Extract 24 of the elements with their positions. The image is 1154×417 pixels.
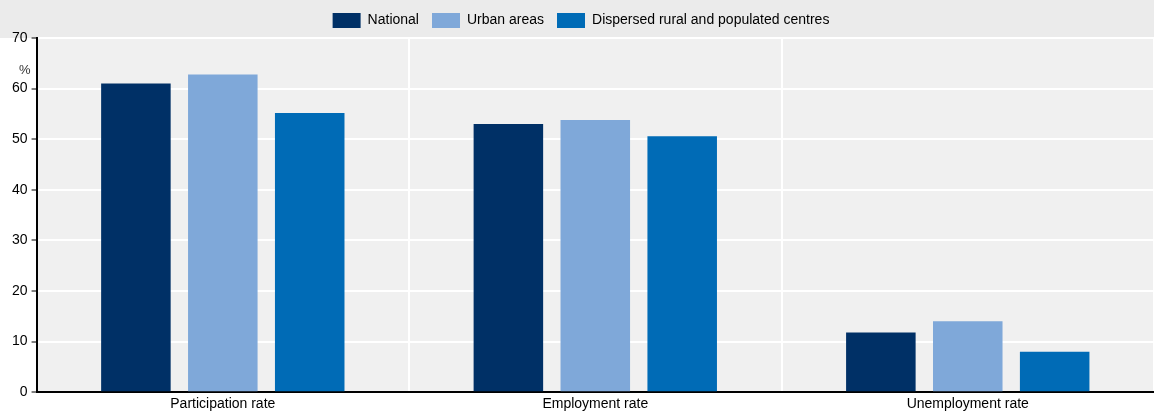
bar (473, 124, 544, 392)
legend-label: Urban areas (466, 11, 545, 28)
y-tick-label: 30 (11, 231, 28, 248)
y-tick-label: 60 (11, 79, 28, 96)
bar (647, 136, 717, 392)
bar (188, 74, 258, 392)
y-tick-label: 50 (11, 130, 28, 147)
bar (846, 332, 916, 392)
y-tick-label: 0 (19, 383, 28, 400)
legend-label: National (367, 11, 419, 28)
y-tick-label: 40 (11, 180, 28, 197)
x-tick-label: Unemployment rate (906, 395, 1030, 412)
y-axis-title: % (19, 62, 31, 77)
legend-label: Dispersed rural and populated centres (592, 11, 830, 28)
bar (1019, 351, 1090, 392)
bar (101, 83, 171, 392)
y-tick-label: 10 (11, 332, 28, 349)
bar (933, 321, 1003, 392)
y-tick-label: 20 (11, 281, 28, 298)
bar (274, 112, 345, 392)
x-tick-label: Employment rate (542, 395, 649, 412)
y-tick-label: 70 (11, 28, 28, 45)
x-tick-label: Participation rate (170, 395, 276, 412)
bar (560, 119, 631, 392)
